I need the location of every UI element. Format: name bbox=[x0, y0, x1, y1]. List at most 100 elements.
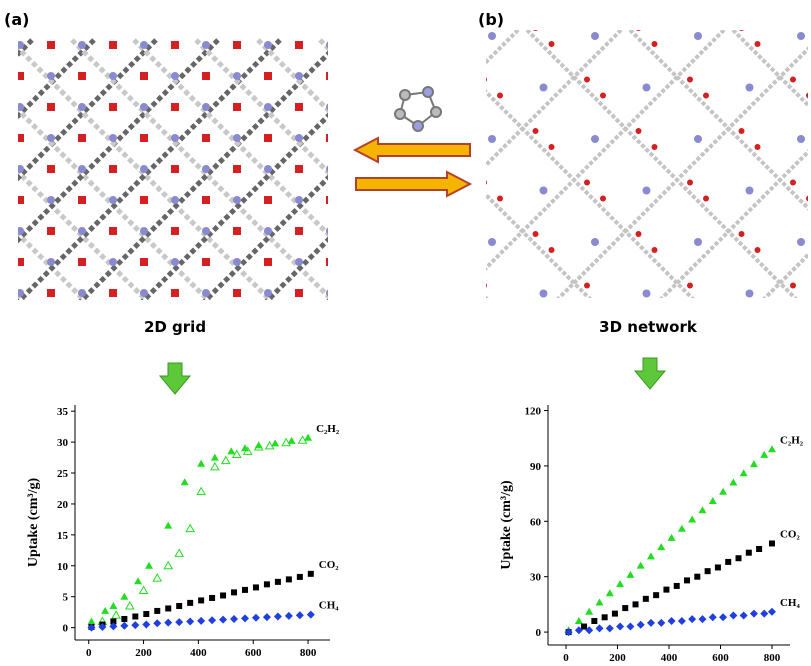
node bbox=[584, 77, 590, 83]
series-label: C₂H₂ bbox=[316, 423, 340, 435]
point bbox=[132, 614, 138, 620]
y-tick-label: 10 bbox=[57, 561, 69, 573]
node bbox=[171, 134, 179, 142]
point bbox=[308, 571, 314, 577]
node bbox=[202, 196, 210, 204]
point bbox=[145, 562, 153, 569]
point bbox=[164, 522, 172, 529]
node bbox=[78, 165, 86, 173]
node bbox=[171, 103, 179, 111]
point bbox=[154, 608, 160, 614]
node bbox=[109, 103, 117, 111]
point bbox=[750, 610, 758, 618]
node bbox=[295, 289, 303, 297]
node bbox=[533, 231, 539, 237]
point bbox=[164, 562, 172, 569]
point bbox=[286, 576, 292, 582]
bond bbox=[382, 40, 652, 310]
node bbox=[755, 144, 761, 150]
node bbox=[233, 134, 241, 142]
node bbox=[549, 247, 555, 253]
point bbox=[198, 597, 204, 603]
y-tick-label: 60 bbox=[530, 516, 542, 528]
node bbox=[140, 134, 148, 142]
node bbox=[636, 25, 642, 31]
node bbox=[481, 77, 487, 83]
point bbox=[668, 617, 676, 625]
node bbox=[202, 258, 210, 266]
node bbox=[264, 227, 272, 235]
point bbox=[760, 451, 768, 458]
point bbox=[729, 611, 737, 619]
point bbox=[264, 581, 270, 587]
node bbox=[326, 103, 334, 111]
node bbox=[78, 134, 86, 142]
node bbox=[600, 196, 606, 202]
node bbox=[746, 84, 754, 92]
node bbox=[703, 196, 709, 202]
node bbox=[694, 238, 702, 246]
node bbox=[739, 25, 745, 31]
point bbox=[575, 617, 583, 624]
node bbox=[233, 103, 241, 111]
node bbox=[806, 196, 811, 202]
node bbox=[540, 290, 548, 298]
node bbox=[295, 227, 303, 235]
point bbox=[120, 593, 128, 600]
point bbox=[643, 596, 649, 602]
node bbox=[643, 187, 651, 195]
node bbox=[264, 134, 272, 142]
node bbox=[790, 283, 796, 289]
node bbox=[264, 196, 272, 204]
point bbox=[304, 434, 312, 441]
point bbox=[197, 617, 205, 625]
y-tick-label: 30 bbox=[57, 437, 69, 449]
node bbox=[202, 165, 210, 173]
point bbox=[769, 540, 775, 546]
point bbox=[719, 488, 727, 495]
point bbox=[274, 613, 282, 621]
y-tick-label: 5 bbox=[63, 592, 69, 604]
bond bbox=[0, 40, 218, 310]
node bbox=[488, 32, 496, 40]
node bbox=[591, 135, 599, 143]
point bbox=[112, 611, 120, 618]
node bbox=[600, 299, 606, 305]
point bbox=[175, 549, 183, 556]
point bbox=[688, 515, 696, 522]
node bbox=[806, 93, 811, 99]
node bbox=[78, 289, 86, 297]
node bbox=[797, 238, 805, 246]
node bbox=[549, 144, 555, 150]
node bbox=[591, 32, 599, 40]
node bbox=[264, 72, 272, 80]
node bbox=[78, 227, 86, 235]
point bbox=[197, 488, 205, 495]
point bbox=[109, 602, 117, 609]
node bbox=[636, 231, 642, 237]
node bbox=[549, 41, 555, 47]
node bbox=[652, 41, 658, 47]
node bbox=[295, 196, 303, 204]
node bbox=[652, 144, 658, 150]
node bbox=[16, 134, 24, 142]
node bbox=[264, 258, 272, 266]
bond bbox=[0, 40, 32, 310]
point bbox=[164, 619, 172, 627]
node bbox=[16, 165, 24, 173]
node bbox=[497, 196, 503, 202]
point bbox=[209, 595, 215, 601]
node bbox=[497, 299, 503, 305]
series-label: CH₄ bbox=[319, 600, 340, 612]
series-label: CO₂ bbox=[319, 559, 340, 571]
node bbox=[326, 196, 334, 204]
node bbox=[140, 289, 148, 297]
node bbox=[326, 289, 334, 297]
node bbox=[746, 187, 754, 195]
node bbox=[140, 196, 148, 204]
node bbox=[16, 258, 24, 266]
node bbox=[47, 227, 55, 235]
node bbox=[739, 128, 745, 134]
x-tick-label: 400 bbox=[190, 647, 207, 659]
node bbox=[16, 103, 24, 111]
